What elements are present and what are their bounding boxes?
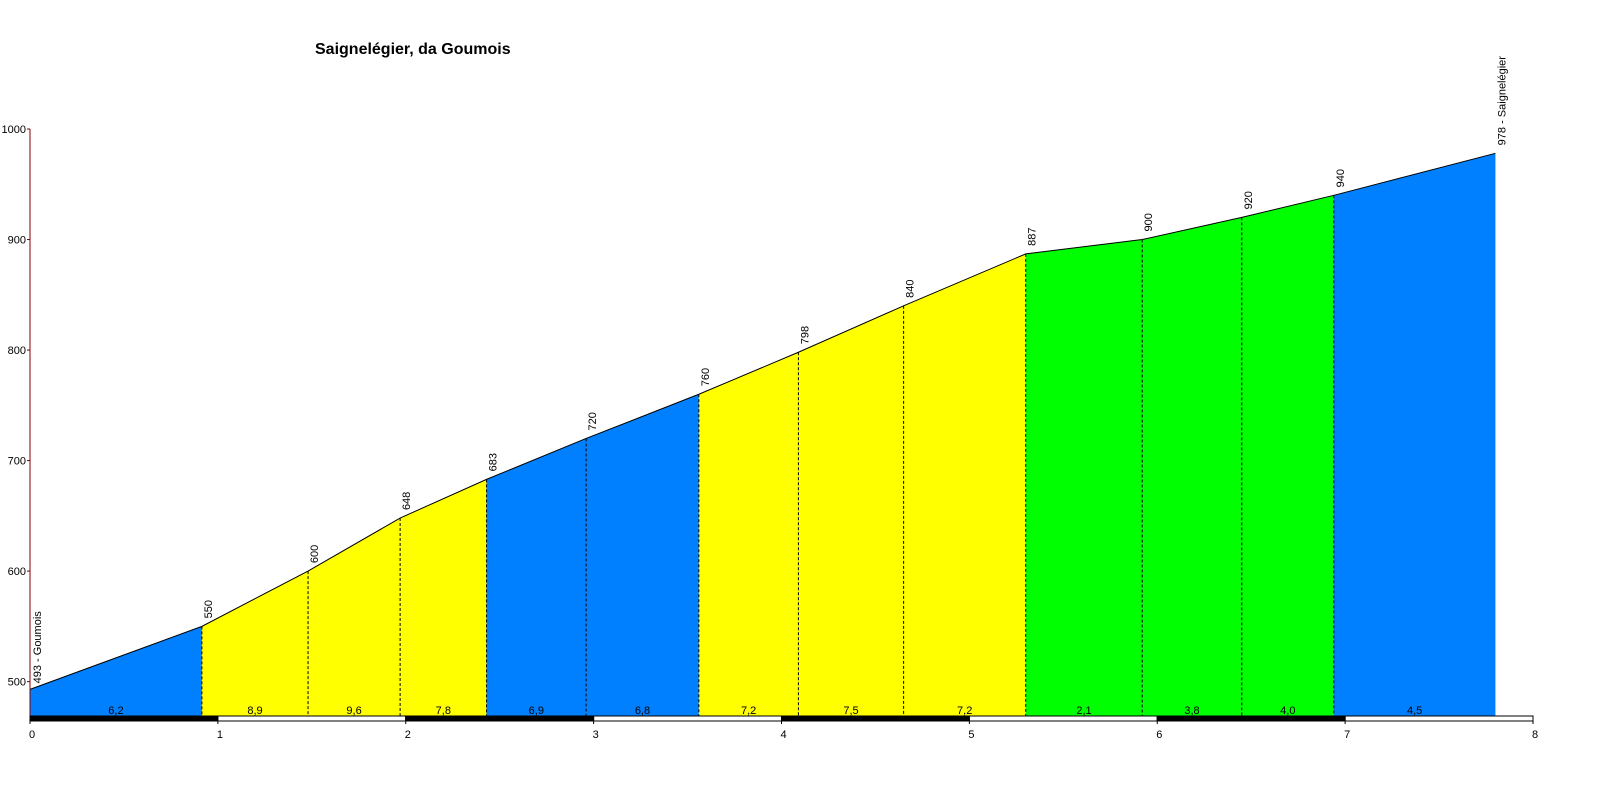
gradient-label: 8,9 <box>247 705 262 717</box>
x-tick-label: 3 <box>593 729 599 741</box>
segment-area <box>400 479 487 717</box>
segment-area <box>1025 239 1143 718</box>
scale-bar <box>781 715 970 722</box>
point-label: 840 <box>905 279 917 297</box>
gradient-label: 4,5 <box>1407 705 1422 717</box>
x-tick-label: 8 <box>1532 729 1538 741</box>
point-label: 887 <box>1027 228 1039 246</box>
y-tick-label: 700 <box>8 456 26 468</box>
point-label: 648 <box>401 492 413 510</box>
segment-area <box>1142 217 1242 717</box>
point-label: 798 <box>799 326 811 344</box>
chart-title: Saignelégier, da Goumois <box>315 41 511 58</box>
y-tick-label: 800 <box>8 345 26 357</box>
gradient-label: 6,8 <box>635 705 650 717</box>
scale-bar <box>593 715 782 722</box>
x-tick-label: 0 <box>29 729 35 741</box>
x-tick-label: 7 <box>1344 729 1350 741</box>
gradient-label: 7,2 <box>957 705 972 717</box>
y-tick-label: 1000 <box>2 124 26 136</box>
x-tick-label: 4 <box>780 729 786 741</box>
gradient-label: 6,2 <box>108 705 123 717</box>
point-label: 550 <box>203 600 215 618</box>
segment-area <box>486 438 587 717</box>
point-label: 720 <box>587 412 599 430</box>
segment-area <box>698 352 799 717</box>
point-label: 920 <box>1243 191 1255 209</box>
x-tick-label: 1 <box>217 729 223 741</box>
segment-area <box>586 394 699 717</box>
profile-line <box>29 152 1496 690</box>
gradient-label: 7,8 <box>436 705 451 717</box>
point-label: 900 <box>1143 213 1155 231</box>
point-label: 493 - Goumois <box>32 611 44 684</box>
gradient-label: 7,2 <box>741 705 756 717</box>
segment-area <box>201 571 309 717</box>
gradient-label: 4,0 <box>1280 705 1295 717</box>
y-tick-label: 900 <box>8 235 26 247</box>
gradient-label: 3,8 <box>1184 705 1199 717</box>
scale-bar <box>405 715 595 722</box>
segment-area <box>1241 195 1334 717</box>
segment-area <box>798 305 904 717</box>
segment-area <box>903 253 1026 718</box>
gradient-label: 9,6 <box>346 705 361 717</box>
segment-area <box>1333 153 1496 717</box>
scale-bar <box>217 715 407 722</box>
segment-area <box>308 518 401 717</box>
scale-bar <box>29 715 219 722</box>
segment-area <box>30 626 202 717</box>
point-label: 940 <box>1335 169 1347 187</box>
point-label: 978 - Saignelégier <box>1496 56 1508 146</box>
x-tick-label: 5 <box>968 729 974 741</box>
scale-bar <box>1344 715 1534 722</box>
point-label: 683 <box>488 453 500 471</box>
gradient-label: 7,5 <box>843 705 858 717</box>
gradient-label: 6,9 <box>529 705 544 717</box>
x-tick-label: 6 <box>1156 729 1162 741</box>
x-tick-label: 2 <box>405 729 411 741</box>
gradient-label: 2,1 <box>1076 705 1091 717</box>
y-tick-label: 500 <box>8 677 26 689</box>
y-tick-label: 600 <box>8 566 26 578</box>
scale-bar <box>968 715 1158 722</box>
point-label: 760 <box>700 368 712 386</box>
point-label: 600 <box>309 545 321 563</box>
scale-bar <box>1156 715 1346 722</box>
